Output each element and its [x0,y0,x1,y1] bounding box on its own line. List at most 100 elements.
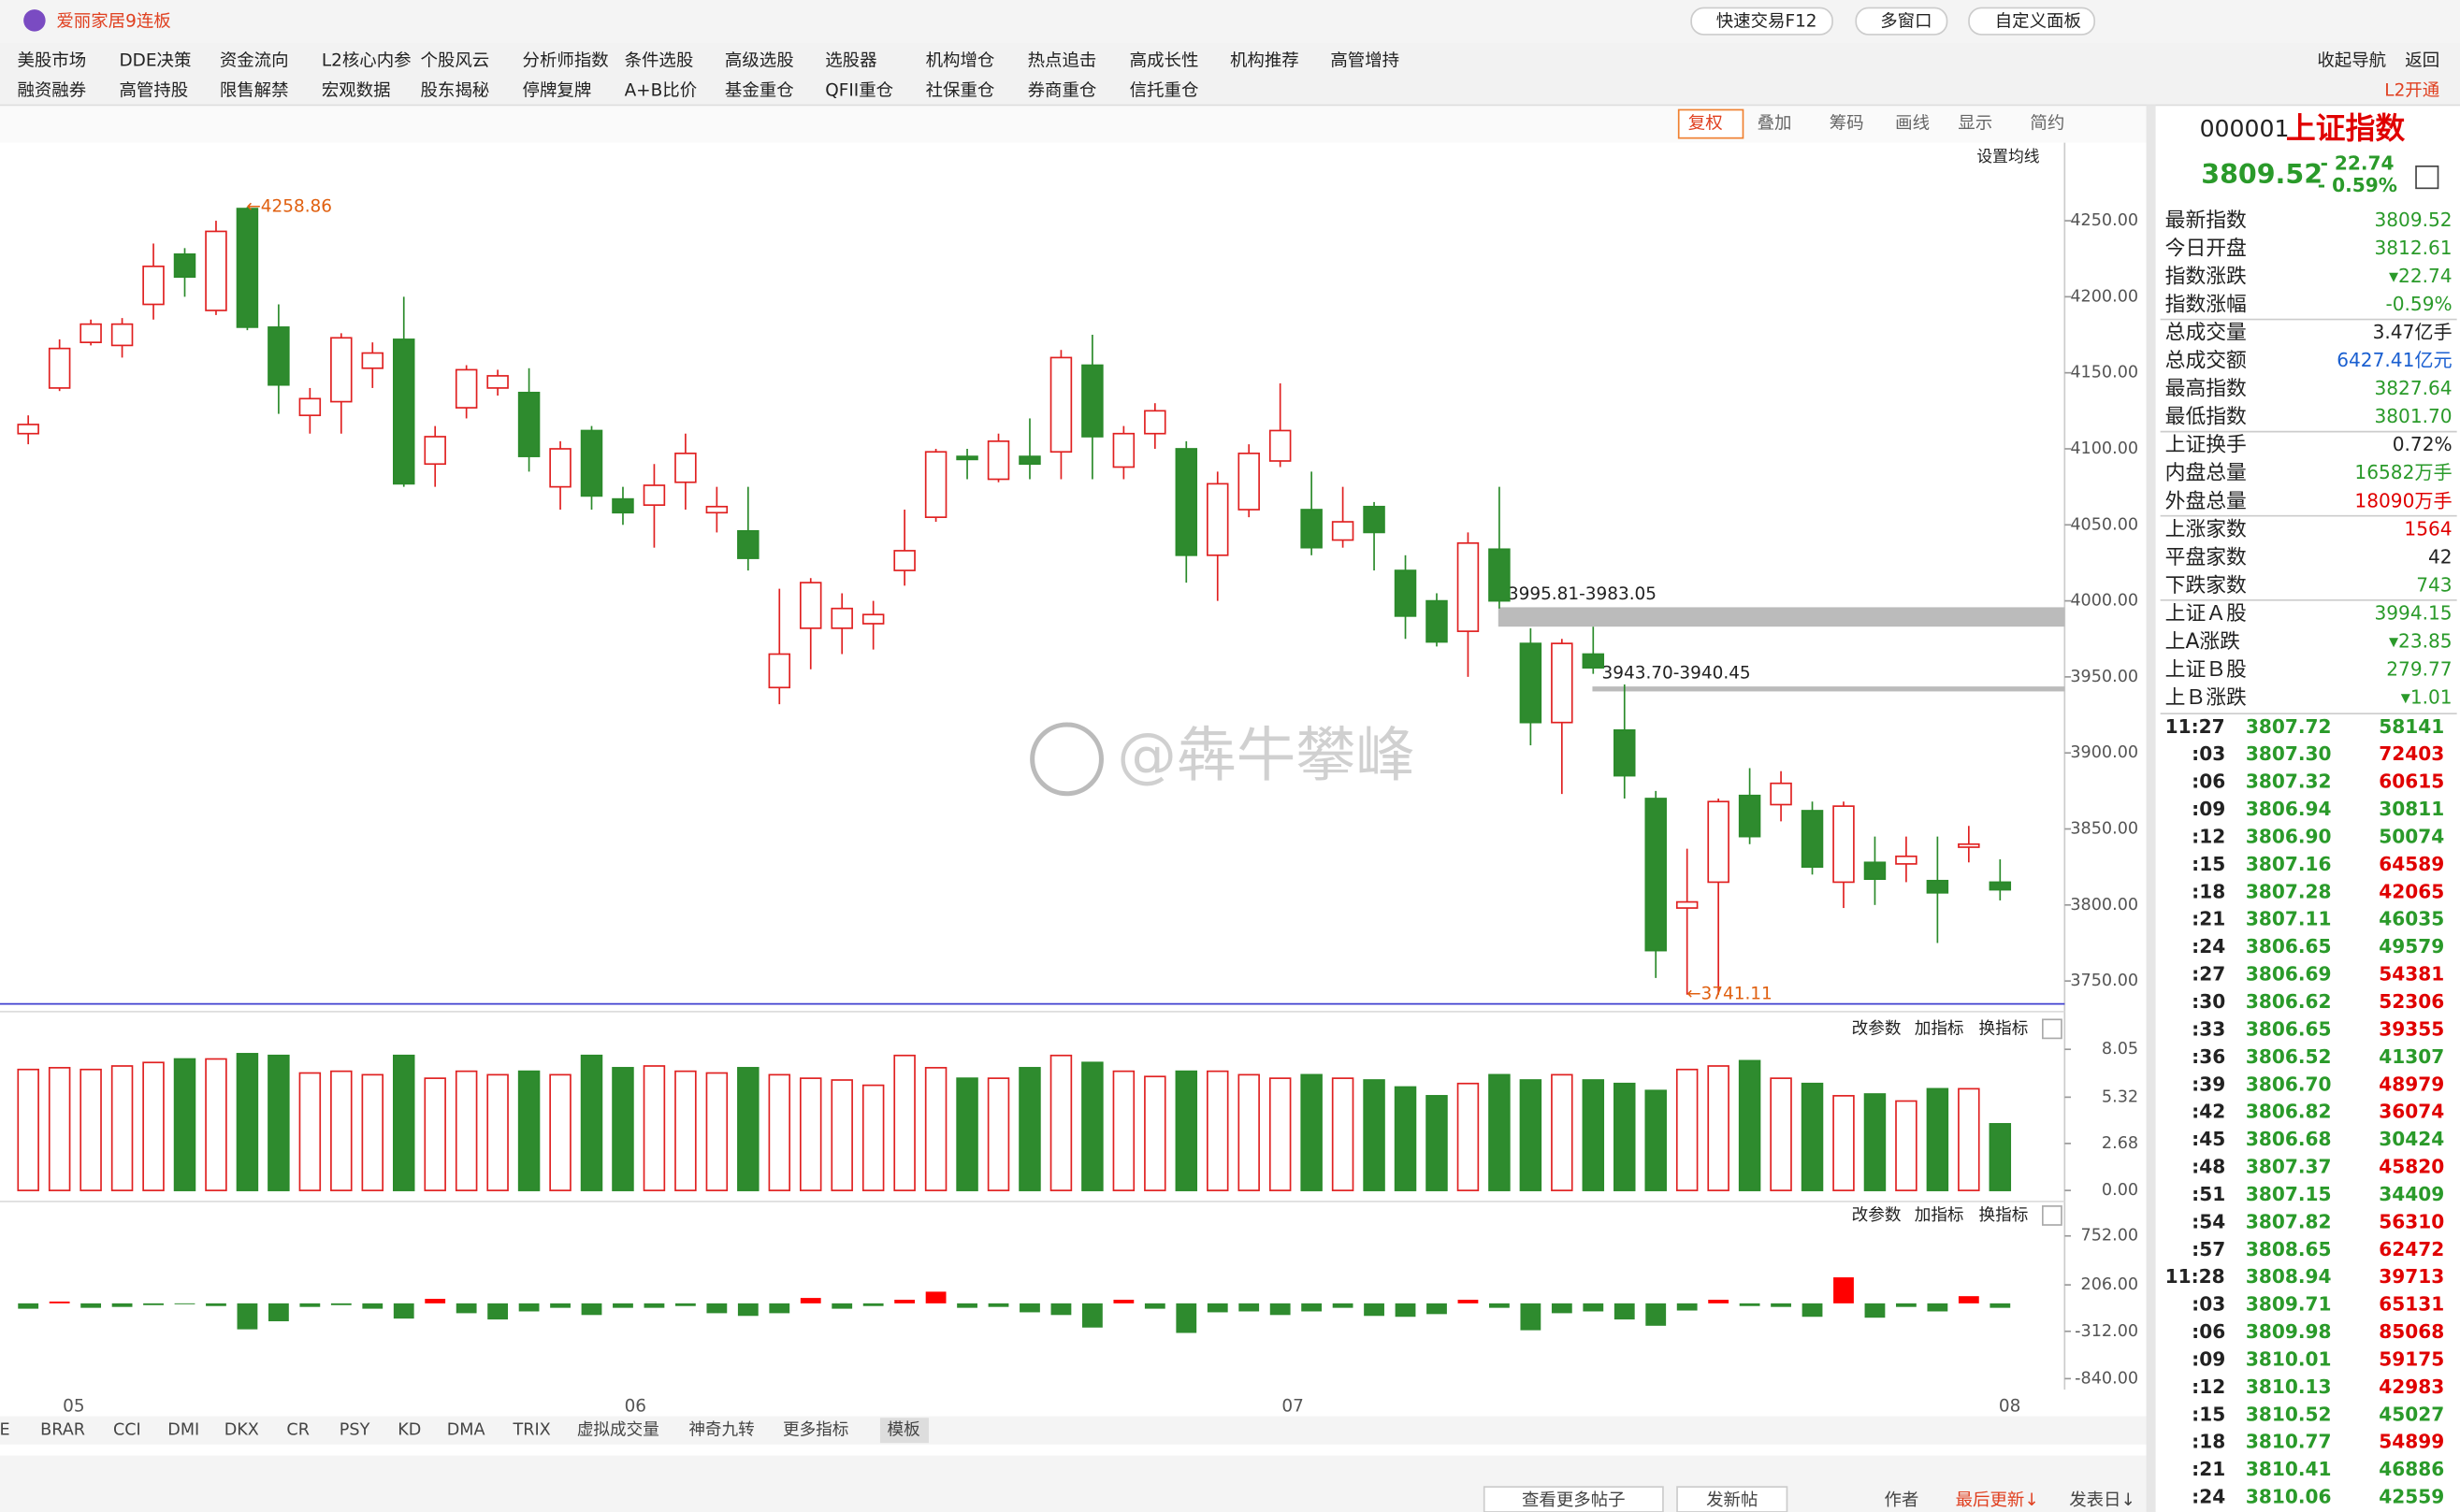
y-tick-label: 3850.00 [2070,820,2138,839]
macd-bar [1739,1303,1760,1306]
menu-item[interactable]: 返回 [2405,50,2439,70]
splitter [2146,105,2156,1512]
panel-button[interactable]: 加指标 [1915,1206,1964,1225]
indicator-tab[interactable]: DMA [447,1421,485,1440]
macd-bar [1238,1303,1260,1312]
menu-item[interactable]: 收起导航 [2317,50,2386,70]
candle-body [1237,453,1260,511]
title-button-label[interactable]: 多窗口 [1880,12,1932,32]
toolbar-button[interactable]: 简约 [2030,114,2064,134]
tick-time: :36 [2192,1045,2225,1068]
bottom-button-label[interactable]: 查看更多帖子 [1522,1490,1626,1510]
tick-price: 3808.65 [2246,1238,2332,1260]
toolbar-button[interactable]: 显示 [1958,114,1992,134]
macd-bar [174,1303,195,1304]
quote-change: - 22.74 [2321,152,2395,175]
menu-item[interactable]: 融资融券 [17,80,86,100]
menu-item[interactable]: A+B比价 [625,80,698,100]
bottom-button-label[interactable]: 最后更新↓ [1956,1490,2039,1510]
indicator-tab[interactable]: TRIX [512,1421,550,1440]
panel-button[interactable]: 加指标 [1915,1019,1964,1038]
volume-bar [861,1084,885,1191]
menu-item[interactable]: 美股市场 [17,50,86,70]
indicator-tab[interactable]: E [0,1421,10,1440]
indicator-tab[interactable]: PSY [340,1421,370,1440]
tick-volume: 30811 [2379,798,2444,820]
indicator-tab[interactable]: KD [398,1421,421,1440]
menu-item[interactable]: 高管增持 [1330,50,1399,70]
indicator-tab[interactable]: DKX [224,1421,259,1440]
menu-item[interactable]: DDE决策 [119,50,191,70]
bottom-button[interactable] [1676,1486,1788,1512]
indicator-tab[interactable]: 模板 [888,1421,921,1440]
menu-item[interactable]: 信托重仓 [1130,80,1199,100]
menu-item[interactable]: L2核心内参 [322,50,412,70]
collapse-button[interactable] [2415,165,2439,190]
menu-item[interactable]: 高成长性 [1130,50,1199,70]
menu-item[interactable]: 股东揭秘 [421,80,490,100]
tick-volume: 46886 [2379,1458,2444,1480]
tab-active[interactable] [879,1418,929,1444]
title-button-label[interactable]: 自定义面板 [1995,12,2081,32]
close-button[interactable] [2042,1205,2062,1226]
tick-volume: 85068 [2379,1320,2444,1343]
menu-item[interactable]: 基金重仓 [725,80,794,100]
menu-item[interactable]: L2开通 [2384,80,2439,100]
indicator-tab[interactable]: DMI [167,1421,199,1440]
menu-item[interactable]: 券商重仓 [1028,80,1097,100]
menu-item[interactable]: 热点追击 [1028,50,1097,70]
macd-bar [1583,1303,1604,1312]
quote-value: 42 [2428,545,2453,568]
candle-body [987,440,1010,481]
indicator-tab[interactable]: 虚拟成交量 [577,1421,659,1440]
menu-item[interactable]: 个股风云 [421,50,490,70]
panel-button[interactable]: 换指标 [1978,1206,2028,1225]
y-tick-label: 3800.00 [2070,896,2138,914]
toolbar-button[interactable]: 复权 [1688,114,1723,134]
macd-bar [1520,1303,1541,1331]
volume-bar [1613,1082,1636,1191]
menu-item[interactable]: 选股器 [825,50,876,70]
menu-item[interactable]: 分析师指数 [523,50,609,70]
bottom-button-label[interactable]: 发新帖 [1706,1490,1758,1510]
menu-item[interactable]: 资金流向 [220,50,289,70]
indicator-tab[interactable]: CR [286,1421,310,1440]
tick-time: 11:28 [2165,1265,2225,1288]
bottom-button-label[interactable]: 发表日↓ [2069,1490,2135,1510]
title-button-label[interactable]: 快速交易F12 [1716,12,1817,32]
tick-price: 3810.06 [2246,1486,2332,1508]
panel-button[interactable]: 改参数 [1852,1019,1902,1038]
menu-item[interactable]: QFII重仓 [825,80,893,100]
toolbar-button[interactable]: 叠加 [1758,114,1792,134]
menu-item[interactable]: 社保重仓 [926,80,995,100]
menu-item[interactable]: 宏观数据 [322,80,391,100]
toolbar-button[interactable]: 画线 [1895,114,1930,134]
menu-item[interactable]: 高管持股 [119,80,188,100]
indicator-tab[interactable]: BRAR [40,1421,85,1440]
close-button[interactable] [2042,1018,2062,1040]
tick-price: 3810.77 [2246,1431,2332,1453]
panel-button[interactable]: 换指标 [1978,1019,2028,1038]
panel-button[interactable]: 改参数 [1852,1206,1902,1225]
bottom-button[interactable] [1483,1486,1664,1512]
toolbar-active[interactable] [1677,108,1744,139]
menu-item[interactable]: 机构增仓 [926,50,995,70]
indicator-tab[interactable]: 神奇九转 [688,1421,754,1440]
menu-item[interactable]: 高级选股 [725,50,794,70]
menu-item[interactable]: 条件选股 [625,50,694,70]
title-button[interactable] [1690,7,1833,36]
macd-bar [456,1303,477,1314]
menu-item[interactable]: 限售解禁 [220,80,289,100]
volume-bar [1144,1075,1166,1191]
tick-time: :15 [2192,1403,2225,1425]
title-button[interactable] [1968,7,2096,36]
indicator-tab[interactable]: CCI [113,1421,141,1440]
menu-item[interactable]: 机构推荐 [1230,50,1299,70]
title-button[interactable] [1855,7,1948,36]
toolbar-button[interactable]: 筹码 [1830,114,1864,134]
menu-item[interactable]: 停牌复牌 [523,80,592,100]
ma-setting[interactable]: 设置均线 [1976,147,2039,166]
candle-body [424,436,446,466]
indicator-tab[interactable]: 更多指标 [783,1421,848,1440]
bottom-button-label[interactable]: 作者 [1884,1490,1918,1510]
